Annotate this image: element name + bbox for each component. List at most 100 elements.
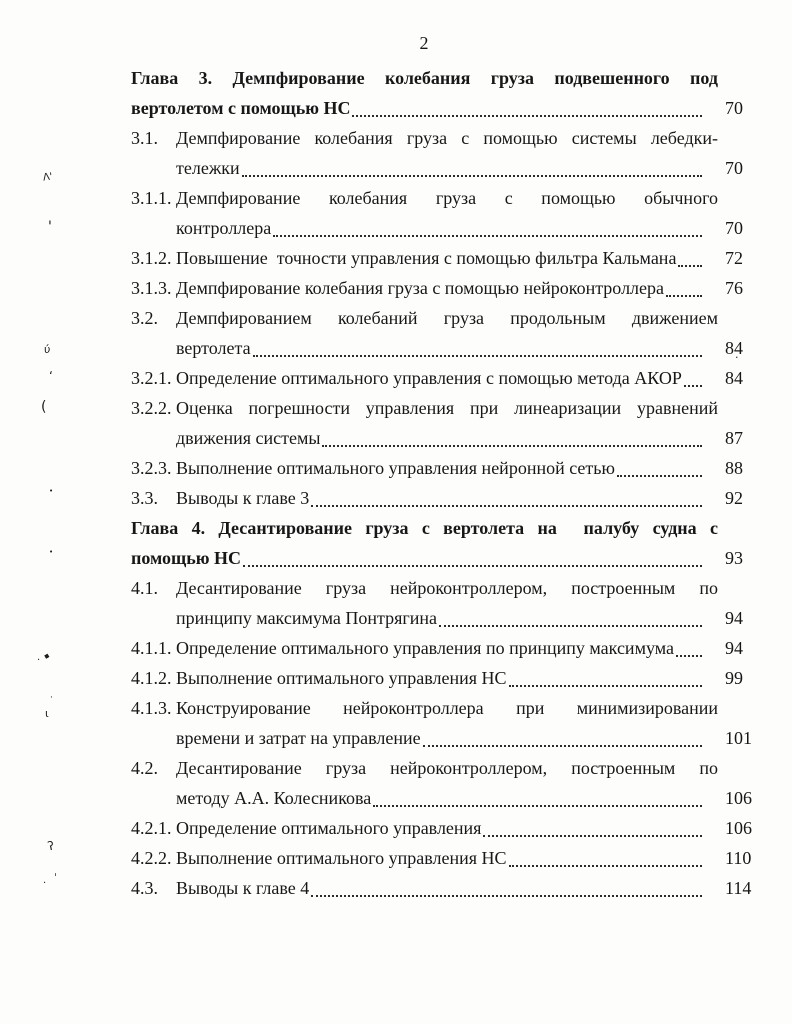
toc-entry-page: 93 <box>725 548 743 568</box>
dot-leader <box>273 235 702 237</box>
dot-leader <box>439 625 702 627</box>
toc-entry: 3.2. Демпфированием колебаний груза продо… <box>131 303 750 363</box>
ink-speck: · <box>37 655 41 666</box>
toc-entry-body: Демпфирование колебания груза с помощью … <box>176 123 750 183</box>
ink-speck: · <box>735 351 739 364</box>
toc-entry-page: 72 <box>725 248 743 268</box>
dot-leader <box>241 175 702 177</box>
toc-entry-number: 4.1.2. <box>131 668 172 688</box>
toc-entry-number: 3.3. <box>131 488 158 508</box>
toc-entry-number: 4.2.2. <box>131 848 172 868</box>
toc-entry-page: 88 <box>725 458 743 478</box>
ink-speck: Λ' <box>42 171 54 184</box>
toc-entry-page: 92 <box>725 488 743 508</box>
dot-leader <box>311 895 702 897</box>
ink-speck: · <box>43 878 47 889</box>
toc-entry-title-line: контроллера <box>176 218 272 238</box>
toc-entry-title-line: движения системы <box>176 428 321 448</box>
toc-entry-body: Повышение точности управления с помощью … <box>176 243 750 273</box>
toc-entry-page: 99 <box>725 668 743 688</box>
toc-entry: 3.1. Демпфирование колебания груза с помо… <box>131 123 750 183</box>
dot-leader <box>243 565 702 567</box>
toc-entry-last-line: времени и затрат на управление 101 <box>176 723 752 753</box>
toc-entry-number: 4.3. <box>131 878 158 898</box>
toc-entry-body: Десантирование груза нейроконтроллером, … <box>176 573 750 633</box>
dot-leader <box>311 505 702 507</box>
toc-entry-last-line: Определение оптимального управления 106 <box>176 813 752 843</box>
toc-entry-title-line: тележки <box>176 158 240 178</box>
toc-entry-number: 4.1.1. <box>131 638 172 658</box>
toc-entry-last-line: Демпфирование колебания груза с помощью … <box>176 273 750 303</box>
toc-entry-last-line: Повышение точности управления с помощью … <box>176 243 750 273</box>
ink-speck: ύ <box>44 343 51 356</box>
toc-entry: 3.1.3. Демпфирование колебания груза с по… <box>131 273 750 303</box>
toc-entry-title-line: Демпфирование колебания груза с помощью … <box>176 128 718 148</box>
toc-entry-title-line: Конструирование нейроконтроллера при мин… <box>176 698 718 718</box>
toc-entry-page: 70 <box>725 218 743 238</box>
toc-entry: 3.1.2. Повышение точности управления с по… <box>131 243 750 273</box>
toc-entry-title-line: Демпфированием колебаний груза продольны… <box>176 308 718 328</box>
toc-entry-title-line: Выполнение оптимального управления нейро… <box>176 458 615 478</box>
dot-leader <box>252 355 702 357</box>
toc-entry-last-line: тележки 70 <box>176 153 750 183</box>
toc-entry-title-line: времени и затрат на управление <box>176 728 421 748</box>
toc-entry-page: 110 <box>725 848 752 868</box>
ink-speck: ' <box>48 219 52 235</box>
toc-entry-page: 94 <box>725 608 743 628</box>
toc-entry-number: 4.2.1. <box>131 818 172 838</box>
dot-leader <box>352 115 702 117</box>
toc-entry-number: 4.2. <box>131 758 158 778</box>
dot-leader <box>422 745 702 747</box>
toc-entry: 4.2.2. Выполнение оптимального управления… <box>131 843 752 873</box>
toc-entry-number: 4.1.3. <box>131 698 172 718</box>
toc-entry-page: 84 <box>725 338 743 358</box>
toc-entry-page: 106 <box>725 788 752 808</box>
toc-entry: 4.1.2. Выполнение оптимального управления… <box>131 663 750 693</box>
toc-entry-title-line: Определение оптимального управления <box>176 818 482 838</box>
toc-entry: Глава 3. Демпфирование колебания груза п… <box>131 63 750 123</box>
toc-entry-last-line: Выводы к главе 3 92 <box>176 483 750 513</box>
toc-entry-number: 3.2.3. <box>131 458 172 478</box>
toc-entry: 4.1.1. Определение оптимального управлени… <box>131 633 750 663</box>
toc-entry-last-line: вертолета 84 <box>176 333 750 363</box>
toc-entry-last-line: Выполнение оптимального управления нейро… <box>176 453 750 483</box>
toc-entry: 4.2. Десантирование груза нейроконтроллер… <box>131 753 752 813</box>
toc-entry-page: 87 <box>725 428 743 448</box>
toc-entry-page: 114 <box>725 878 752 898</box>
toc-entry-last-line: Выполнение оптимального управления НС 99 <box>176 663 750 693</box>
toc-entry-number: 3.1. <box>131 128 158 148</box>
ink-speck: ( <box>41 399 47 415</box>
toc-entry-page: 70 <box>725 98 743 118</box>
dot-leader <box>508 865 702 867</box>
toc-entry-title-line: Демпфирование колебания груза с помощью … <box>176 278 665 298</box>
toc-entry-title-line: Глава 4. Десантирование груза с вертолет… <box>131 518 718 538</box>
ink-speck: ʔ <box>46 838 56 854</box>
toc-entry: 3.3. Выводы к главе 3 92 <box>131 483 750 513</box>
table-of-contents: Глава 3. Демпфирование колебания груза п… <box>131 63 752 903</box>
toc-entry-body: Глава 3. Демпфирование колебания груза п… <box>131 63 750 123</box>
ink-speck: · <box>50 693 53 703</box>
toc-entry-page: 84 <box>725 368 743 388</box>
toc-entry: 3.2.1. Определение оптимального управлени… <box>131 363 750 393</box>
toc-entry: 3.1.1. Демпфирование колебания груза с по… <box>131 183 750 243</box>
toc-entry-title-line: помощью НС <box>131 548 242 568</box>
toc-entry-body: Определение оптимального управления 106 <box>176 813 752 843</box>
toc-entry-title-line: вертолета <box>176 338 251 358</box>
toc-entry-last-line: помощью НС 93 <box>131 543 750 573</box>
toc-entry-title-line: Выводы к главе 4 <box>176 878 310 898</box>
toc-entry-page: 106 <box>725 818 752 838</box>
toc-entry-last-line: движения системы 87 <box>176 423 750 453</box>
toc-entry-body: Десантирование груза нейроконтроллером, … <box>176 753 752 813</box>
toc-entry-last-line: контроллера 70 <box>176 213 750 243</box>
toc-entry: 4.1. Десантирование груза нейроконтроллер… <box>131 573 750 633</box>
ink-speck: ʻ <box>49 369 53 383</box>
toc-entry-body: Выполнение оптимального управления НС 110 <box>176 843 752 873</box>
toc-entry-title-line: методу А.А. Колесникова <box>176 788 372 808</box>
toc-entry-page: 70 <box>725 158 743 178</box>
dot-leader <box>666 295 702 297</box>
toc-entry: 3.2.3. Выполнение оптимального управления… <box>131 453 750 483</box>
toc-entry-number: 3.2.2. <box>131 398 172 418</box>
toc-entry-number: 3.2.1. <box>131 368 172 388</box>
toc-entry-title-line: Десантирование груза нейроконтроллером, … <box>176 758 718 778</box>
